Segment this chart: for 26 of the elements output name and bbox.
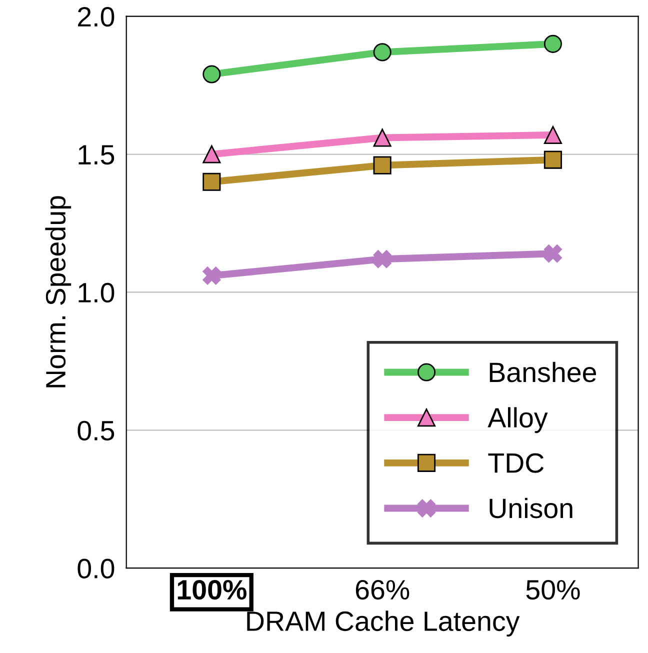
y-tick-label: 0.0 (78, 558, 114, 578)
point (544, 244, 562, 263)
x-axis-title: DRAM Cache Latency (247, 610, 520, 637)
y-tick-label: 2.0 (78, 6, 114, 27)
x-tick-label: 50% (526, 580, 580, 600)
legend-label: Unison (490, 498, 572, 518)
legend-label: Alloy (488, 407, 548, 434)
point (544, 34, 562, 53)
point (373, 43, 392, 62)
legend-label: TDC (488, 453, 544, 473)
point (373, 128, 392, 147)
point (544, 126, 562, 144)
point (202, 145, 221, 164)
point (202, 172, 221, 191)
x-tick-label: 66% (356, 580, 410, 600)
y-tick-label: 1.5 (78, 145, 114, 165)
legend-label: Banshee (490, 362, 596, 382)
point (202, 65, 221, 84)
point (373, 156, 392, 174)
y-tick-label: 1.0 (78, 282, 114, 303)
x-tick-label: 100% (178, 580, 246, 600)
y-axis-title: Norm. Speedup (45, 196, 72, 388)
point (544, 150, 562, 169)
y-tick-label: 0.5 (78, 420, 114, 440)
point (373, 250, 392, 268)
point (202, 266, 221, 285)
